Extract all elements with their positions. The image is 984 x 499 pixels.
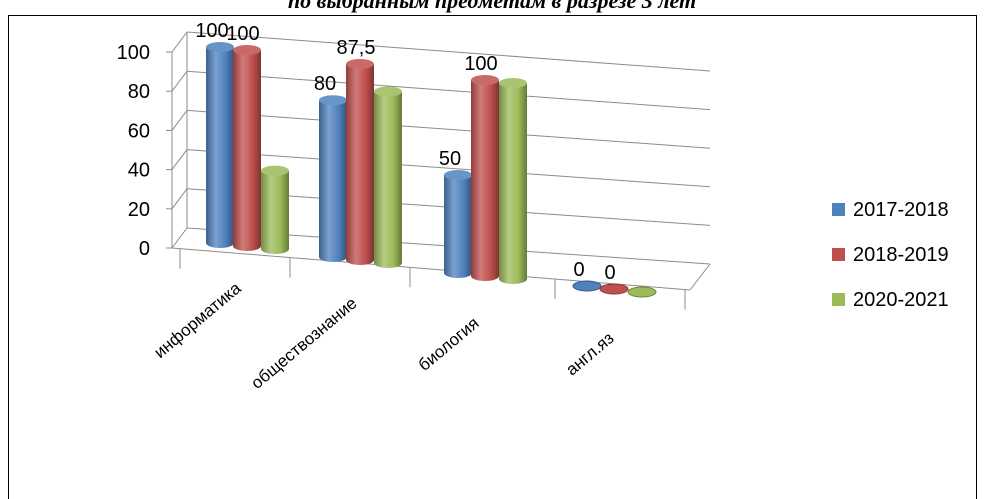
side-wall-line: [171, 70, 188, 92]
bar-2020-2021-биология: [499, 83, 527, 284]
floor-right-edge: [689, 263, 711, 291]
y-tick-label: 100: [117, 42, 150, 64]
data-label: 0: [604, 262, 615, 284]
legend-label: 2017-2018: [853, 199, 949, 221]
y-tick-label: 20: [128, 199, 150, 221]
bar-top: [499, 78, 527, 88]
bar-2020-2021-англ.яз: [627, 286, 657, 298]
y-tick-labels: 0 20 40 60 80 100: [117, 42, 150, 260]
y-tick-label: 60: [128, 120, 150, 142]
legend: 2017-2018 2018-2019 2020-2021: [832, 199, 949, 311]
bar-2020-2021-информатика: [261, 170, 289, 254]
bar-2017-2018-биология: [444, 175, 472, 278]
y-tick-label: 40: [128, 160, 150, 182]
bar-2017-2018-обществознание: [319, 100, 347, 262]
bar-2017-2018-информатика: [206, 47, 234, 248]
floor-front-edge: [171, 247, 691, 291]
category-labels: информатика обществознание биология англ.яз: [150, 278, 617, 393]
axes: [166, 32, 711, 310]
bar-2018-2019-обществознание: [346, 64, 374, 265]
category-label: биология: [415, 314, 483, 375]
side-wall-line: [171, 188, 188, 210]
chart-frame: [8, 15, 977, 499]
legend-swatch: [832, 293, 845, 306]
bar-top: [444, 170, 472, 180]
bar-top: [374, 86, 402, 97]
side-wall-line: [171, 149, 188, 170]
bar-top: [261, 165, 289, 176]
data-label: 87,5: [337, 37, 376, 59]
chart-title-strip: по выбранным предметам в разрезе 3 лет: [0, 0, 984, 20]
bar-2017-2018-англ.яз: [572, 280, 602, 292]
data-label: 100: [464, 53, 497, 75]
bar-top: [346, 59, 374, 69]
data-label: 100: [195, 20, 228, 42]
gridline: [186, 149, 711, 188]
side-wall-line: [171, 227, 188, 249]
y-tick-label: 0: [139, 238, 150, 260]
category-label: англ.яз: [562, 328, 618, 379]
gridline: [186, 31, 711, 72]
gridline: [186, 70, 711, 111]
bars: [206, 42, 657, 298]
legend-label: 2020-2021: [853, 289, 949, 311]
bar-top: [206, 42, 234, 52]
bar-2018-2019-информатика: [233, 50, 261, 251]
side-wall-line: [171, 110, 188, 131]
chart-title: по выбранным предметам в разрезе 3 лет: [287, 0, 697, 13]
bar-top: [319, 95, 347, 106]
y-tick-label: 80: [128, 81, 150, 103]
data-label: 80: [314, 73, 336, 95]
side-wall-line: [171, 31, 188, 53]
bar-2018-2019-биология: [471, 80, 499, 281]
bar-2020-2021-обществознание: [374, 91, 402, 268]
data-label: 100: [226, 23, 259, 45]
legend-swatch: [832, 248, 845, 261]
data-label: 50: [439, 148, 461, 170]
legend-swatch: [832, 203, 845, 216]
gridline: [186, 109, 711, 149]
legend-label: 2018-2019: [853, 244, 949, 266]
category-label: информатика: [150, 278, 245, 362]
data-label: 0: [573, 259, 584, 281]
bar-top: [233, 45, 261, 55]
category-label: обществознание: [247, 294, 360, 393]
bar-top: [471, 75, 499, 85]
bar-2018-2019-англ.яз: [599, 283, 629, 295]
